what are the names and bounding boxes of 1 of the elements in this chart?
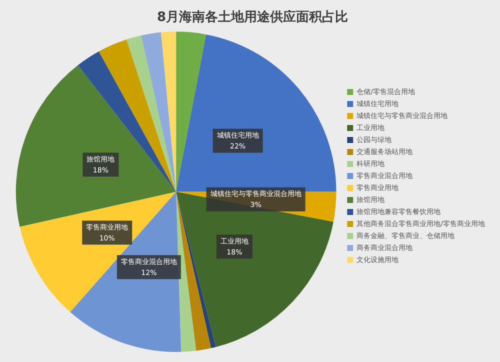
chart-title: 8月海南各土地用途供应面积占比: [156, 9, 348, 26]
